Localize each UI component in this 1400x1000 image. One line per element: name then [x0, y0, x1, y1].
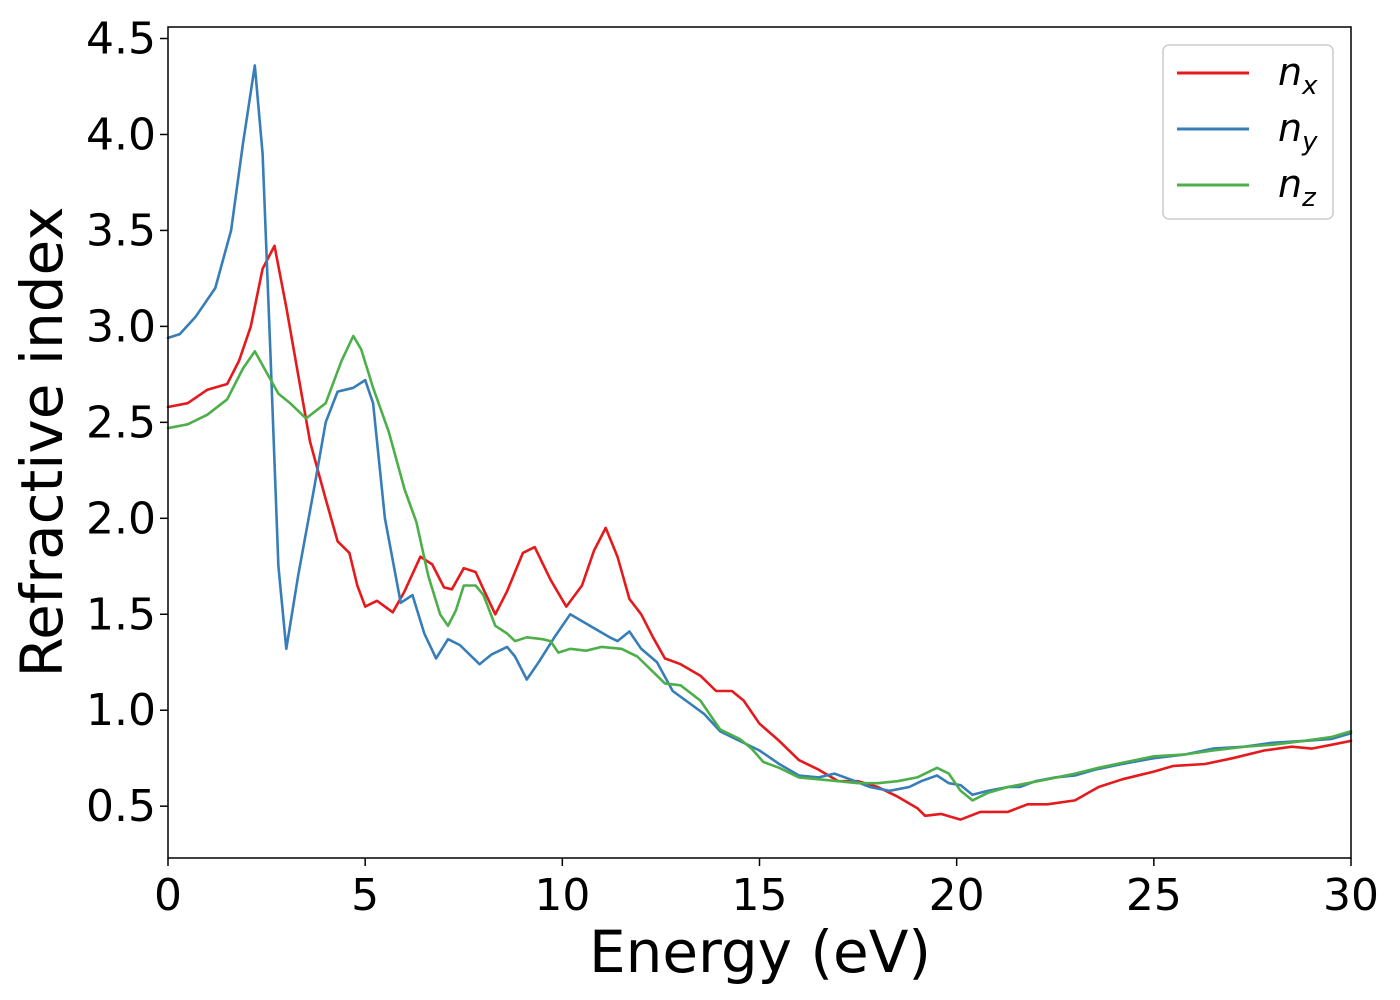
y-tick-label: 4.5 — [86, 14, 156, 65]
x-tick-label: 30 — [1323, 870, 1379, 921]
legend-box — [1162, 44, 1334, 220]
x-tick-label: 20 — [929, 870, 985, 921]
series-layer — [166, 64, 1353, 821]
y-tick-label: 1.5 — [86, 589, 156, 640]
y-tick-label: 0.5 — [86, 781, 156, 832]
series-line-nx — [166, 244, 1353, 821]
x-tick-label: 0 — [154, 870, 182, 921]
series-line-nz — [166, 334, 1353, 802]
x-tick-label: 25 — [1126, 870, 1182, 921]
x-axis-ticks: 0 5 10 15 20 25 30 — [154, 858, 1379, 921]
x-tick-label: 10 — [534, 870, 590, 921]
legend-label-nz: nz — [1278, 162, 1317, 213]
y-tick-label: 3.0 — [86, 301, 156, 352]
y-tick-label: 1.0 — [86, 685, 156, 736]
y-axis-ticks: 0.5 1.0 1.5 2.0 2.5 3.0 3.5 4.0 4.5 — [86, 14, 168, 832]
legend-label-nx: nx — [1278, 50, 1318, 101]
x-tick-label: 5 — [351, 870, 379, 921]
plot-background — [168, 27, 1351, 858]
legend-label-ny: ny — [1278, 106, 1318, 157]
y-axis-label: Refractive index — [8, 206, 76, 677]
y-tick-label: 2.5 — [86, 397, 156, 448]
y-tick-label: 4.0 — [86, 109, 156, 160]
x-tick-label: 15 — [732, 870, 788, 921]
y-tick-label: 3.5 — [86, 205, 156, 256]
x-axis-label: Energy (eV) — [589, 918, 931, 986]
y-tick-label: 2.0 — [86, 493, 156, 544]
